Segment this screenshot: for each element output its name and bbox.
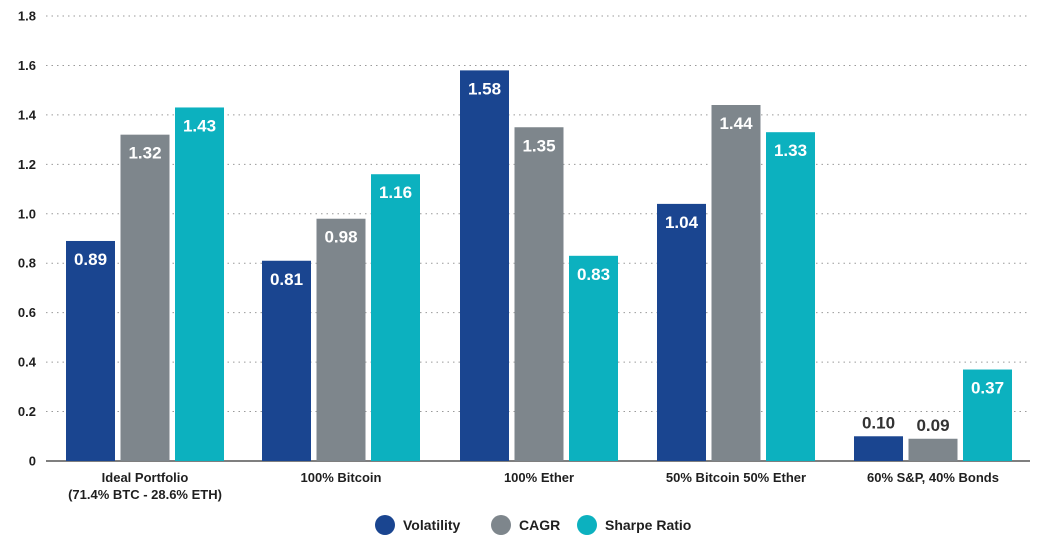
- y-tick-label: 1.0: [18, 206, 36, 221]
- y-tick-label: 1.8: [18, 9, 36, 24]
- legend-label: Volatility: [403, 517, 461, 533]
- legend-swatch-cagr: [491, 515, 511, 535]
- bar-cagr: [120, 134, 170, 461]
- data-label: 1.35: [522, 136, 555, 155]
- bar-volatility: [657, 203, 706, 461]
- data-label: 1.16: [379, 183, 412, 202]
- y-tick-label: 1.2: [18, 157, 36, 172]
- bar-volatility: [460, 70, 509, 461]
- bar-volatility: [262, 260, 311, 461]
- y-tick-label: 0.4: [18, 355, 37, 370]
- bar-cagr: [908, 438, 958, 461]
- y-tick-label: 0.8: [18, 256, 36, 271]
- data-label: 0.83: [577, 265, 610, 284]
- y-tick-label: 1.4: [18, 107, 37, 122]
- data-label: 1.33: [774, 141, 807, 160]
- data-label: 1.43: [183, 116, 216, 135]
- y-tick-label: 1.6: [18, 58, 36, 73]
- data-label: 0.89: [74, 250, 107, 269]
- bar-cagr: [711, 105, 761, 461]
- legend-label: CAGR: [519, 517, 560, 533]
- data-label: 0.10: [862, 413, 895, 432]
- bar-cagr: [514, 127, 564, 461]
- bar-volatility: [66, 240, 115, 461]
- x-tick-label: (71.4% BTC - 28.6% ETH): [68, 487, 222, 502]
- y-tick-label: 0: [29, 454, 36, 469]
- data-label: 0.98: [324, 228, 357, 247]
- bar-sharpe-ratio: [569, 255, 618, 461]
- y-tick-label: 0.2: [18, 404, 36, 419]
- x-tick-label: 60% S&P, 40% Bonds: [867, 470, 999, 485]
- data-label: 0.81: [270, 270, 303, 289]
- bar-cagr: [316, 218, 366, 461]
- bar-sharpe-ratio: [371, 174, 420, 461]
- x-tick-label: 50% Bitcoin 50% Ether: [666, 470, 806, 485]
- legend-label: Sharpe Ratio: [605, 517, 691, 533]
- data-label: 0.09: [916, 416, 949, 435]
- x-tick-label: Ideal Portfolio: [102, 470, 189, 485]
- bar-volatility: [854, 436, 903, 461]
- bar-sharpe-ratio: [766, 132, 815, 461]
- data-label: 1.58: [468, 79, 501, 98]
- data-label: 1.32: [128, 144, 161, 163]
- legend-swatch-sharpe-ratio: [577, 515, 597, 535]
- y-tick-label: 0.6: [18, 305, 36, 320]
- x-tick-label: 100% Bitcoin: [301, 470, 382, 485]
- data-label: 0.37: [971, 379, 1004, 398]
- bar-sharpe-ratio: [963, 369, 1012, 461]
- data-label: 1.44: [719, 114, 753, 133]
- legend-swatch-volatility: [375, 515, 395, 535]
- bar-sharpe-ratio: [175, 107, 224, 461]
- x-tick-label: 100% Ether: [504, 470, 574, 485]
- data-label: 1.04: [665, 213, 699, 232]
